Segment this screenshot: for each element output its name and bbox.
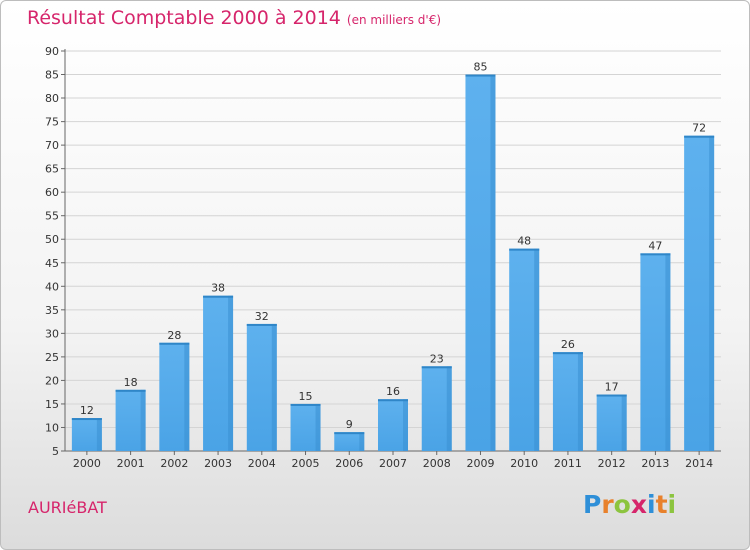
chart-title-text: Résultat Comptable 2000 à 2014 bbox=[27, 7, 341, 29]
bar-top bbox=[509, 248, 540, 251]
data-label: 48 bbox=[517, 235, 531, 248]
y-tick-label: 20 bbox=[45, 374, 59, 387]
x-tick-label: 2004 bbox=[248, 457, 276, 470]
bar-shade bbox=[665, 253, 671, 451]
data-label: 15 bbox=[299, 390, 313, 403]
x-tick-label: 2007 bbox=[379, 457, 407, 470]
bar-top bbox=[246, 323, 277, 326]
y-tick-label: 55 bbox=[45, 210, 59, 223]
bar-top bbox=[465, 74, 496, 77]
bar-shade bbox=[271, 323, 277, 451]
logo-letter: t bbox=[655, 490, 668, 519]
data-label: 32 bbox=[255, 310, 269, 323]
x-tick-label: 2009 bbox=[466, 457, 494, 470]
bar-shade bbox=[490, 74, 496, 451]
y-tick-label: 75 bbox=[45, 116, 59, 129]
y-tick-label: 30 bbox=[45, 327, 59, 340]
y-tick-label: 65 bbox=[45, 163, 59, 176]
chart-title: Résultat Comptable 2000 à 2014 (en millie… bbox=[27, 7, 441, 29]
x-tick-label: 2010 bbox=[510, 457, 538, 470]
logo-letter: i bbox=[647, 490, 656, 519]
logo-letter: o bbox=[613, 490, 631, 519]
x-tick-label: 2001 bbox=[117, 457, 145, 470]
data-label: 85 bbox=[473, 61, 487, 74]
data-label: 47 bbox=[648, 239, 662, 252]
x-tick-label: 2003 bbox=[204, 457, 232, 470]
proxiti-logo: Proxiti bbox=[583, 490, 676, 519]
x-tick-label: 2000 bbox=[73, 457, 101, 470]
x-tick-label: 2005 bbox=[292, 457, 320, 470]
bar-shade bbox=[446, 366, 452, 451]
y-tick-label: 45 bbox=[45, 257, 59, 270]
logo-letter: P bbox=[583, 490, 602, 519]
bar-shade bbox=[228, 295, 234, 451]
y-tick-label: 40 bbox=[45, 280, 59, 293]
data-label: 9 bbox=[346, 418, 353, 431]
logo-letter: i bbox=[667, 490, 677, 519]
bar-top bbox=[290, 403, 321, 406]
bar-shade bbox=[403, 399, 408, 451]
y-tick-label: 10 bbox=[45, 421, 59, 434]
bar bbox=[334, 432, 365, 451]
unit-note: (en milliers d'€) bbox=[346, 13, 442, 27]
commune-name: AURIéBAT bbox=[28, 498, 107, 517]
bar-top bbox=[640, 253, 671, 256]
data-label: 72 bbox=[692, 122, 706, 135]
y-tick-label: 90 bbox=[45, 45, 59, 58]
bar-top bbox=[334, 432, 365, 435]
bar-top bbox=[421, 366, 452, 369]
bar-shade bbox=[577, 352, 583, 451]
y-tick-label: 15 bbox=[45, 398, 59, 411]
y-tick-label: 50 bbox=[45, 233, 59, 246]
bar-top bbox=[378, 399, 408, 402]
x-tick-label: 2008 bbox=[423, 457, 451, 470]
data-label: 17 bbox=[605, 381, 619, 394]
x-tick-label: 2013 bbox=[641, 457, 669, 470]
data-label: 16 bbox=[386, 385, 400, 398]
data-label: 23 bbox=[430, 352, 444, 365]
y-tick-label: 35 bbox=[45, 304, 59, 317]
bar-top bbox=[596, 394, 627, 397]
y-tick-label: 25 bbox=[45, 351, 59, 364]
bar-top bbox=[71, 418, 102, 421]
y-tick-label: 85 bbox=[45, 69, 59, 82]
bar-top bbox=[159, 342, 190, 345]
data-label: 12 bbox=[80, 404, 94, 417]
data-label: 18 bbox=[124, 376, 138, 389]
bar-shade bbox=[359, 432, 365, 451]
bar-top bbox=[203, 295, 234, 298]
data-label: 38 bbox=[211, 282, 225, 295]
bar-shade bbox=[96, 418, 102, 451]
x-tick-label: 2002 bbox=[160, 457, 188, 470]
y-tick-label: 60 bbox=[45, 186, 59, 199]
logo-letter: r bbox=[601, 490, 614, 519]
bar-shade bbox=[709, 135, 715, 452]
x-tick-label: 2006 bbox=[335, 457, 363, 470]
bar-top bbox=[115, 389, 146, 392]
y-tick-label: 5 bbox=[52, 445, 59, 458]
bar-shade bbox=[621, 394, 627, 451]
bar-top bbox=[552, 352, 583, 355]
y-tick-label: 70 bbox=[45, 139, 59, 152]
x-tick-label: 2011 bbox=[554, 457, 582, 470]
data-label: 26 bbox=[561, 338, 575, 351]
x-tick-label: 2014 bbox=[685, 457, 713, 470]
bar-shade bbox=[315, 403, 321, 451]
bar-shade bbox=[140, 389, 146, 451]
x-tick-label: 2012 bbox=[598, 457, 626, 470]
bar-shade bbox=[184, 342, 190, 451]
logo-letter: x bbox=[630, 490, 647, 519]
bar-shade bbox=[534, 248, 540, 451]
bar-top bbox=[684, 135, 715, 138]
y-tick-label: 80 bbox=[45, 92, 59, 105]
data-label: 28 bbox=[167, 329, 181, 342]
